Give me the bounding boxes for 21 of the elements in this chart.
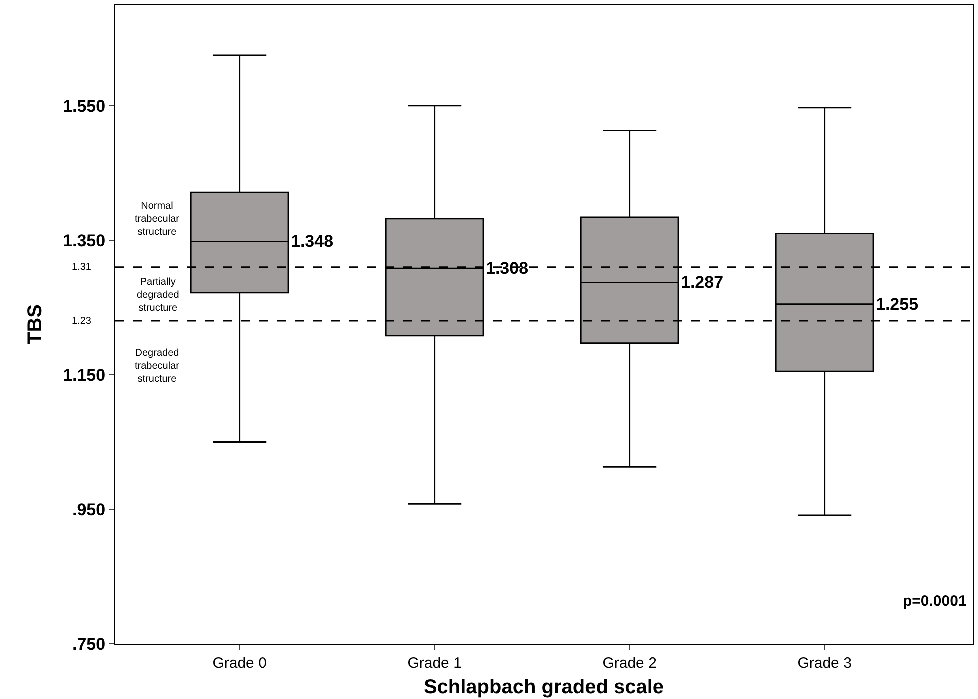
- y-tick-label: 1.350: [63, 231, 106, 250]
- annotation: 1.287: [681, 273, 724, 292]
- y-tick-label: .750: [72, 634, 106, 654]
- x-tick-label: Grade 2: [602, 655, 657, 672]
- annotation: Partially degraded structure: [137, 277, 180, 314]
- x-tick-label: Grade 1: [408, 655, 462, 672]
- y-tick-label: 1.150: [63, 366, 106, 385]
- annotation: Degraded trabecular structure: [135, 348, 180, 385]
- y-axis-title: TBS: [24, 304, 47, 344]
- x-tick-label: Grade 0: [212, 655, 267, 672]
- ref-line-label: 1.31: [72, 262, 92, 273]
- x-tick-label: Grade 3: [798, 655, 852, 672]
- ref-line-label: 1.23: [72, 316, 92, 327]
- annotation: 1.308: [486, 259, 529, 278]
- annotation: p=0.0001: [903, 593, 967, 610]
- annotation: 1.255: [876, 295, 919, 314]
- y-tick-label: .950: [72, 500, 106, 520]
- annotation: Normal trabecular structure: [135, 201, 180, 238]
- x-axis-title: Schlapbach graded scale: [424, 676, 664, 698]
- y-tick-label: 1.550: [63, 96, 106, 116]
- annotation: 1.348: [291, 232, 334, 251]
